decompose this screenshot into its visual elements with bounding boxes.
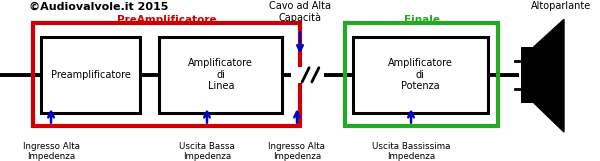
Text: PreAmplificatore: PreAmplificatore [117,15,217,25]
Text: Uscita Bassa
Impedenza: Uscita Bassa Impedenza [179,142,235,161]
Polygon shape [534,19,564,132]
Text: Amplificatore
di
Potenza: Amplificatore di Potenza [388,58,452,91]
Bar [33,23,300,126]
Text: Ingresso Alta
Impedenza: Ingresso Alta Impedenza [269,142,325,161]
Bar [353,37,488,113]
Text: Altoparlante: Altoparlante [531,1,591,11]
Text: Ingresso Alta
Impedenza: Ingresso Alta Impedenza [23,142,79,161]
Bar [41,37,140,113]
Bar [291,67,323,83]
Text: Finale: Finale [404,15,440,25]
Bar [345,23,498,126]
Bar [159,37,282,113]
Text: Cavo ad Alta
Capacità: Cavo ad Alta Capacità [269,1,331,23]
Text: Preamplificatore: Preamplificatore [50,70,131,80]
Text: ©Audiovalvole.it 2015: ©Audiovalvole.it 2015 [29,2,169,12]
Bar [521,47,534,103]
Text: Amplificatore
di
Linea: Amplificatore di Linea [188,58,253,91]
Text: Uscita Bassissima
Impedenza: Uscita Bassissima Impedenza [372,142,450,161]
